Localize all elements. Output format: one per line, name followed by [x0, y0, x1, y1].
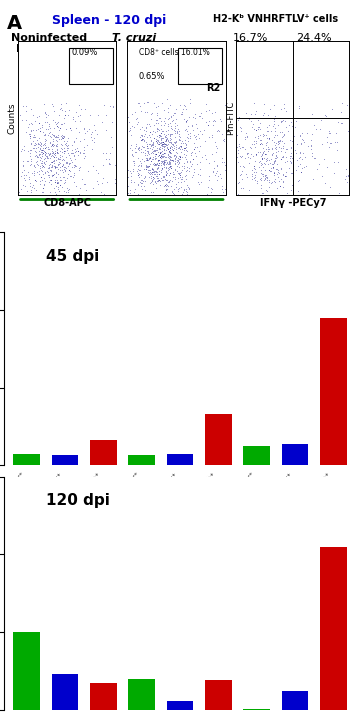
Bar: [282, 445, 309, 465]
Bar: [51, 674, 78, 710]
Text: T. cruzi: T. cruzi: [112, 33, 156, 43]
Bar: [205, 414, 232, 465]
Text: 16.7%: 16.7%: [233, 33, 268, 43]
Text: IFNγ -PECy7: IFNγ -PECy7: [260, 198, 326, 208]
Bar: [282, 691, 309, 710]
Text: Noninfected: Noninfected: [12, 33, 87, 43]
Bar: [13, 632, 40, 710]
Text: 45 dpi: 45 dpi: [46, 249, 99, 264]
Text: 120 dpi: 120 dpi: [46, 493, 110, 508]
Text: A: A: [7, 14, 22, 32]
Text: Blood: Blood: [160, 545, 200, 558]
Bar: [243, 709, 270, 710]
Bar: [320, 318, 347, 465]
Text: Spleen - 120 dpi: Spleen - 120 dpi: [52, 14, 167, 27]
Text: CD8-APC: CD8-APC: [43, 198, 91, 208]
Bar: [51, 455, 78, 465]
Text: 24.4%: 24.4%: [296, 33, 332, 43]
Bar: [320, 546, 347, 710]
Bar: [205, 680, 232, 710]
Bar: [243, 446, 270, 465]
Text: Spleen: Spleen: [41, 545, 89, 558]
Text: Heart: Heart: [275, 545, 315, 558]
Text: R1: R1: [16, 44, 32, 54]
Bar: [128, 679, 155, 710]
Bar: [128, 455, 155, 465]
Bar: [90, 440, 117, 465]
Bar: [167, 454, 193, 465]
Bar: [167, 701, 193, 710]
Bar: [90, 683, 117, 710]
Text: H2-Kᵇ VNHRFTLV⁺ cells: H2-Kᵇ VNHRFTLV⁺ cells: [213, 14, 338, 24]
Bar: [13, 454, 40, 465]
